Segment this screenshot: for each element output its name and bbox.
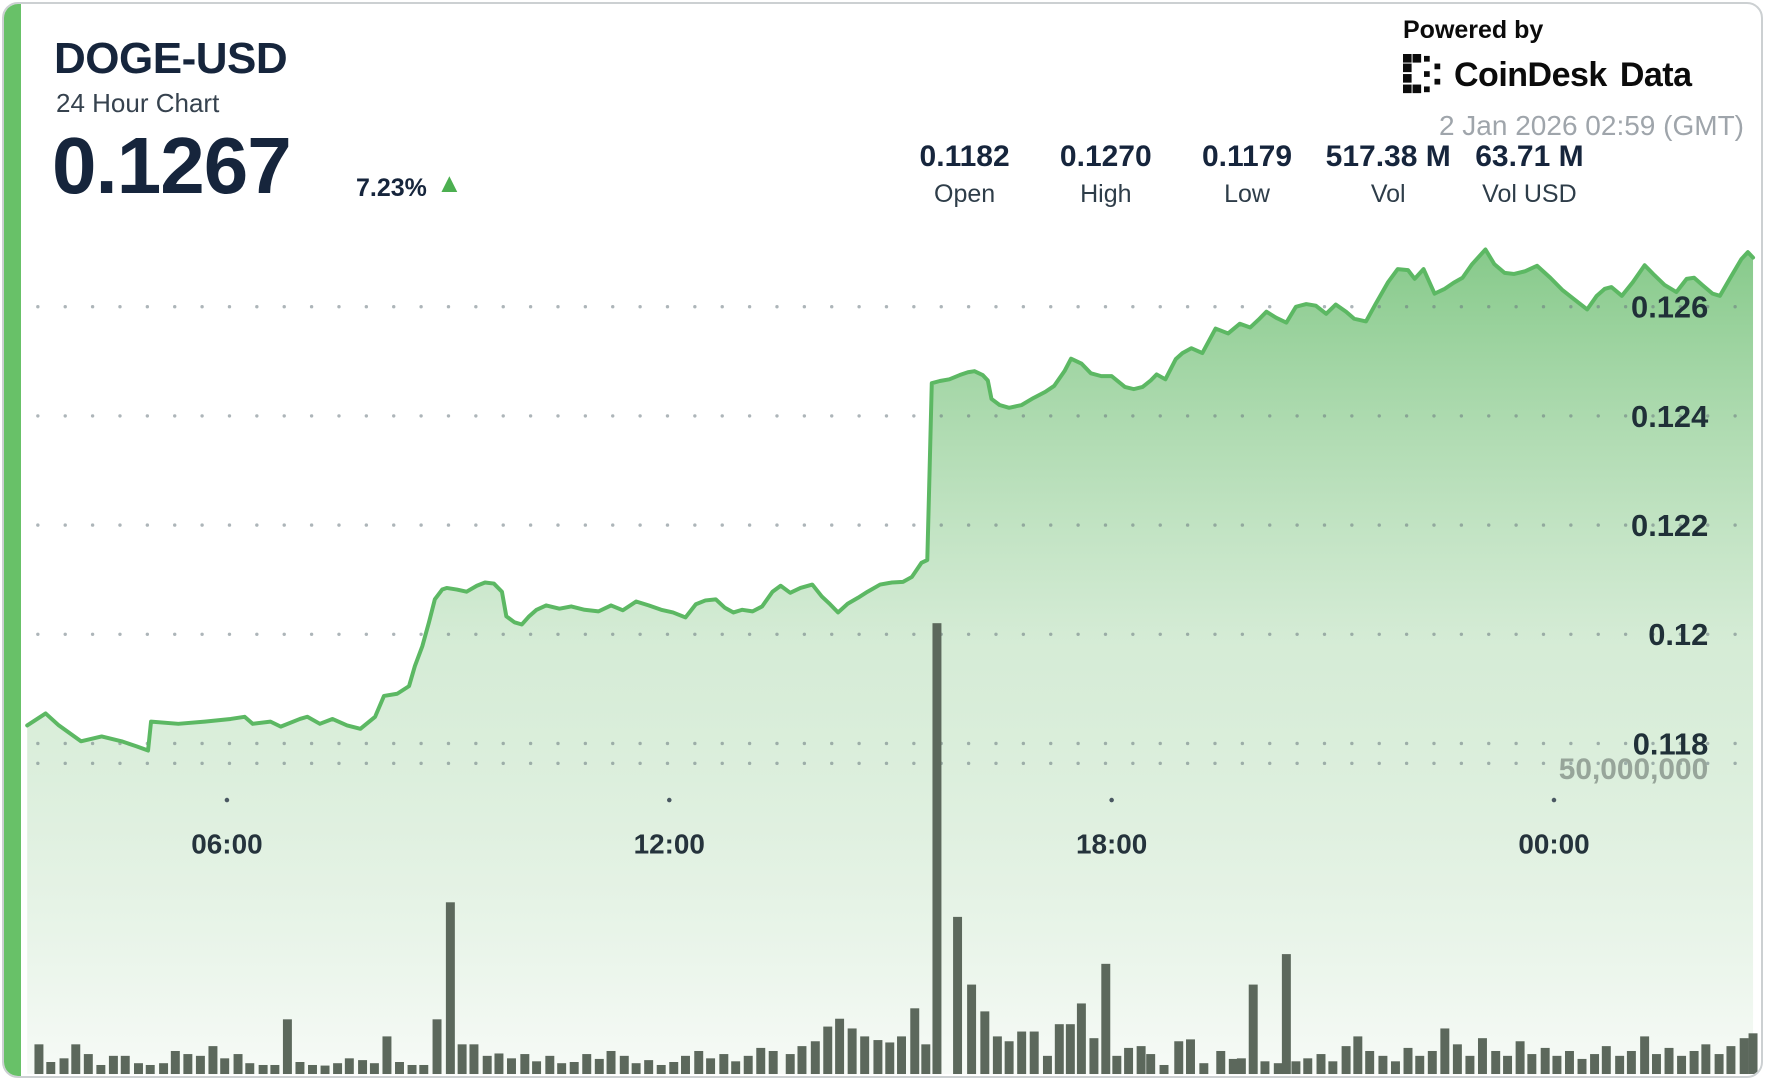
volume-axis-label: 50,000,000 (1559, 753, 1708, 786)
y-axis-price-label: 0.118 (1633, 726, 1708, 761)
data-wordmark: Data (1619, 55, 1692, 94)
vol-usd-label: Vol USD (1482, 180, 1577, 208)
price-area-fill (27, 249, 1754, 1075)
open-value: 0.1182 (919, 140, 1010, 173)
powered-by-label[interactable]: Powered by (1403, 16, 1544, 44)
vol-label: Vol (1370, 180, 1406, 208)
chart-timestamp: 2 Jan 2026 02:59 (GMT) (1438, 110, 1744, 141)
up-triangle-icon: ▲ (436, 168, 463, 198)
x-axis-time-label: 12:00 (634, 829, 705, 860)
x-axis-tick-dots (224, 797, 1557, 803)
high-value: 0.1270 (1059, 140, 1152, 173)
grid-dots (36, 305, 1737, 766)
vol-usd-value: 63.71 M (1475, 140, 1584, 173)
coindesk-wordmark: CoinDesk (1454, 55, 1607, 94)
current-price: 0.1267 (52, 121, 292, 210)
stat-open: 0.1182 Open (894, 140, 1035, 209)
chart-subtitle: 24 Hour Chart (56, 88, 220, 118)
coindesk-data-logo[interactable]: CoinDesk Data (1403, 54, 1692, 96)
y-axis-price-label: 0.124 (1631, 399, 1708, 434)
symbol-title: DOGE-USD (54, 34, 288, 83)
y-axis-price-label: 0.122 (1631, 508, 1708, 543)
coindesk-logo-icon (1403, 54, 1441, 94)
stat-vol: 517.38 M Vol (1318, 140, 1459, 209)
stat-vol-usd: 63.71 M Vol USD (1459, 140, 1600, 209)
open-label: Open (934, 180, 996, 208)
low-value: 0.1179 (1201, 140, 1293, 173)
stat-high: 0.1270 High (1035, 140, 1176, 209)
percent-change: 7.23% (356, 174, 427, 202)
x-axis-time-label: 06:00 (191, 829, 262, 860)
stat-low: 0.1179 Low (1176, 140, 1317, 209)
x-axis-time-label: 00:00 (1518, 829, 1589, 860)
y-axis-price-label: 0.12 (1648, 617, 1708, 652)
low-label: Low (1224, 180, 1270, 208)
ohlc-stats-row: 0.1182 Open 0.1270 High 0.1179 Low 517.3… (894, 140, 1600, 209)
high-label: High (1080, 180, 1132, 208)
vol-value: 517.38 M (1325, 140, 1451, 173)
left-accent-stripe (4, 4, 21, 1076)
x-axis-time-label: 18:00 (1076, 829, 1147, 860)
volume-bars (34, 623, 1758, 1075)
y-axis-price-label: 0.126 (1631, 290, 1708, 325)
price-line (25, 247, 1756, 753)
